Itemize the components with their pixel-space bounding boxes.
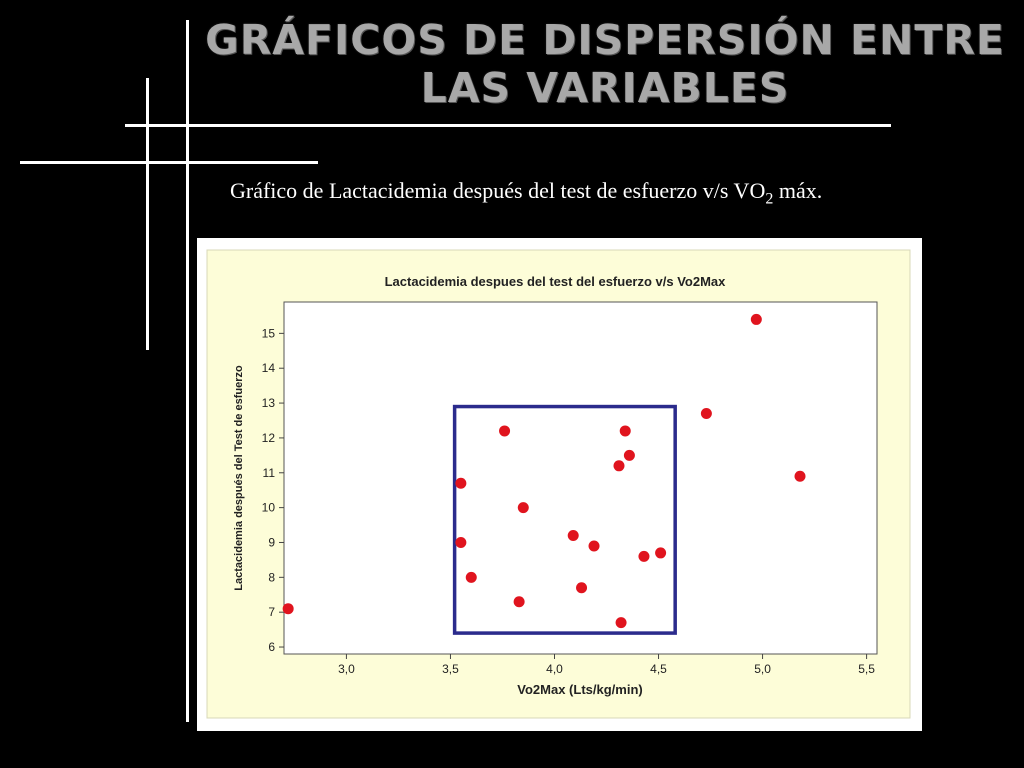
scatter-chart: Lactacidemia despues del test del esfuer… <box>206 249 911 719</box>
highlight-box <box>452 404 677 635</box>
slide-title: Gráficos de dispersión entre las variabl… <box>205 16 1005 112</box>
subtitle-text-end: máx. <box>773 178 823 203</box>
data-point <box>588 540 600 552</box>
y-tick-label: 10 <box>262 501 276 515</box>
subtitle-subscript: 2 <box>765 190 774 208</box>
data-point <box>615 617 627 629</box>
x-tick-label: 3,0 <box>338 662 355 676</box>
axis-layer: 3,0 3,5 4,0 4,5 5,0 5,5 6 7 8 9 10 11 12 13 14 15 <box>262 326 876 676</box>
data-point <box>619 425 631 437</box>
chart-frame: Lactacidemia despues del test del esfuer… <box>197 238 922 731</box>
x-tick-label: 4,0 <box>546 662 563 676</box>
slide-subtitle: Gráfico de Lactacidemia después del test… <box>230 178 822 208</box>
highlight-box-layer <box>452 404 677 635</box>
data-point <box>750 313 762 325</box>
y-tick-label: 13 <box>262 396 276 410</box>
data-point <box>499 425 511 437</box>
y-tick-label: 12 <box>262 431 276 445</box>
data-point <box>623 449 635 461</box>
chart-title: Lactacidemia despues del test del esfuer… <box>385 274 727 289</box>
decor-horizontal-line-1 <box>125 124 891 127</box>
x-tick-label: 3,5 <box>442 662 459 676</box>
y-tick-label: 14 <box>262 361 276 375</box>
data-point <box>282 603 294 615</box>
x-axis-label: Vo2Max (Lts/kg/min) <box>517 682 642 697</box>
x-tick-label: 5,5 <box>858 662 875 676</box>
x-tick-label: 5,0 <box>754 662 771 676</box>
data-point <box>455 477 467 489</box>
decor-vertical-line-1 <box>186 20 189 722</box>
y-tick-label: 8 <box>268 570 275 584</box>
y-tick-label: 9 <box>268 535 275 549</box>
data-point <box>513 596 525 608</box>
y-axis-label: Lactacidemia después del Test de esfuerz… <box>233 365 245 591</box>
data-point <box>465 571 477 583</box>
points-layer <box>282 313 806 629</box>
data-point <box>613 460 625 472</box>
data-point <box>576 582 588 594</box>
plot-area <box>283 301 878 655</box>
decor-vertical-line-2 <box>146 78 149 350</box>
x-tick-label: 4,5 <box>650 662 667 676</box>
decor-horizontal-line-2 <box>20 161 318 164</box>
y-tick-label: 6 <box>268 640 275 654</box>
data-point <box>794 470 806 482</box>
data-point <box>455 536 467 548</box>
subtitle-text: Gráfico de Lactacidemia después del test… <box>230 178 766 203</box>
data-point <box>700 408 712 420</box>
data-point <box>567 530 579 542</box>
y-tick-label: 15 <box>262 326 276 340</box>
data-point <box>655 547 667 559</box>
y-tick-label: 11 <box>263 466 276 480</box>
data-point <box>517 502 529 514</box>
y-tick-label: 7 <box>268 605 275 619</box>
data-point <box>638 550 650 562</box>
